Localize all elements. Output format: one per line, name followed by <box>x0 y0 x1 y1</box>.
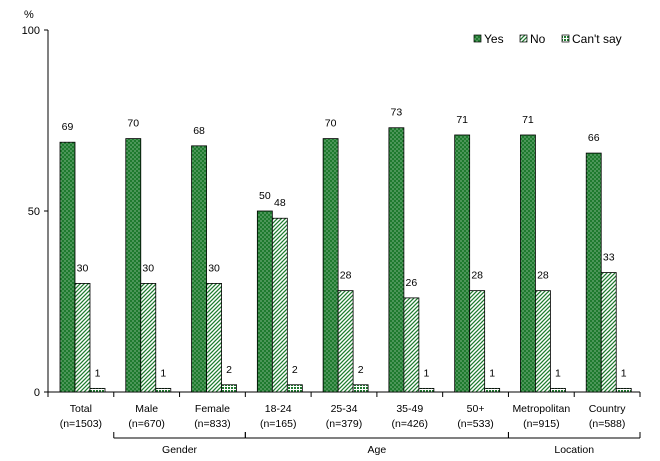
category-label: Male <box>135 403 158 415</box>
data-label: 70 <box>127 118 139 130</box>
y-axis-unit: % <box>24 9 34 21</box>
bar-no-7 <box>535 290 551 393</box>
data-label: 1 <box>621 367 627 379</box>
y-tick-label: 50 <box>28 206 40 218</box>
category-label: Metropolitan <box>512 403 570 415</box>
data-label: 1 <box>555 367 561 379</box>
bars <box>59 127 632 393</box>
category-n-label: (n=588) <box>589 418 625 430</box>
y-tick-label: 100 <box>22 25 40 37</box>
data-label: 71 <box>456 114 468 126</box>
data-label: 68 <box>193 125 205 137</box>
bar-no-0 <box>74 282 91 393</box>
data-label: 28 <box>340 270 352 282</box>
bar-yes-1 <box>125 138 142 393</box>
bar-yes-4 <box>322 138 339 393</box>
category-n-label: (n=379) <box>326 418 362 430</box>
data-label: 1 <box>423 367 429 379</box>
data-label: 2 <box>358 364 364 376</box>
category-n-label: (n=670) <box>128 418 164 430</box>
category-n-label: (n=426) <box>392 418 428 430</box>
data-label: 73 <box>391 107 403 119</box>
category-label: 35-49 <box>396 403 423 415</box>
category-label: 25-34 <box>331 403 358 415</box>
group-label: Gender <box>162 444 198 456</box>
bar-no-8 <box>600 272 617 393</box>
data-label: 66 <box>588 132 600 144</box>
data-label: 50 <box>259 190 271 202</box>
data-label: 2 <box>226 364 232 376</box>
group-label: Age <box>368 444 387 456</box>
category-n-label: (n=1503) <box>60 418 102 430</box>
legend-label: Yes <box>484 32 504 46</box>
legend-label: Can't say <box>572 32 622 46</box>
data-label: 30 <box>208 262 220 274</box>
bar-no-5 <box>403 297 420 393</box>
bar-can-t-say-7 <box>550 387 566 393</box>
group-labels: Gender Age Location <box>113 432 641 456</box>
bar-no-6 <box>469 290 486 393</box>
data-label: 28 <box>537 270 549 282</box>
category-label: 50+ <box>467 403 485 415</box>
legend-swatch-can-t-say <box>561 34 570 43</box>
bar-can-t-say-0 <box>89 387 106 393</box>
bar-can-t-say-5 <box>418 387 435 393</box>
data-label: 28 <box>471 270 483 282</box>
category-n-label: (n=533) <box>457 418 493 430</box>
group-label: Location <box>554 444 594 456</box>
data-label: 48 <box>274 197 286 209</box>
bar-no-3 <box>271 217 288 393</box>
legend-label: No <box>530 32 546 46</box>
data-label: 30 <box>77 262 89 274</box>
bar-can-t-say-2 <box>221 384 237 393</box>
bar-can-t-say-3 <box>286 384 303 393</box>
bar-yes-6 <box>454 134 471 393</box>
data-label: 70 <box>325 118 337 130</box>
bar-yes-2 <box>191 145 207 393</box>
bar-no-4 <box>337 290 354 393</box>
bar-yes-7 <box>520 134 536 393</box>
data-label: 1 <box>160 367 166 379</box>
data-label: 30 <box>142 262 154 274</box>
bar-can-t-say-4 <box>352 384 369 393</box>
legend: Yes No Can't say <box>473 32 622 46</box>
bar-no-1 <box>140 282 157 393</box>
data-label: 26 <box>406 277 418 289</box>
category-labels: Total (n=1503) Male (n=670) Female (n=833) 18-… <box>60 403 627 430</box>
data-label: 33 <box>603 252 615 264</box>
category-label: Female <box>195 403 230 415</box>
legend-swatch-yes <box>473 34 482 43</box>
bar-can-t-say-6 <box>484 387 501 393</box>
category-n-label: (n=915) <box>523 418 559 430</box>
bar-no-2 <box>206 282 222 393</box>
bar-can-t-say-1 <box>155 387 172 393</box>
data-label: 1 <box>95 367 101 379</box>
data-label: 1 <box>489 367 495 379</box>
category-label: 18-24 <box>265 403 292 415</box>
bar-yes-5 <box>388 127 405 393</box>
bar-yes-3 <box>256 210 273 393</box>
category-n-label: (n=833) <box>194 418 230 430</box>
bar-yes-8 <box>585 152 602 393</box>
bar-can-t-say-8 <box>615 387 632 393</box>
data-label: 2 <box>292 364 298 376</box>
category-label: Country <box>589 403 627 415</box>
category-n-label: (n=165) <box>260 418 296 430</box>
data-label: 69 <box>62 121 74 133</box>
y-tick-label: 0 <box>34 387 40 399</box>
category-label: Total <box>70 403 92 415</box>
legend-swatch-no <box>519 34 528 43</box>
bar-yes-0 <box>59 141 76 393</box>
data-label: 71 <box>522 114 534 126</box>
